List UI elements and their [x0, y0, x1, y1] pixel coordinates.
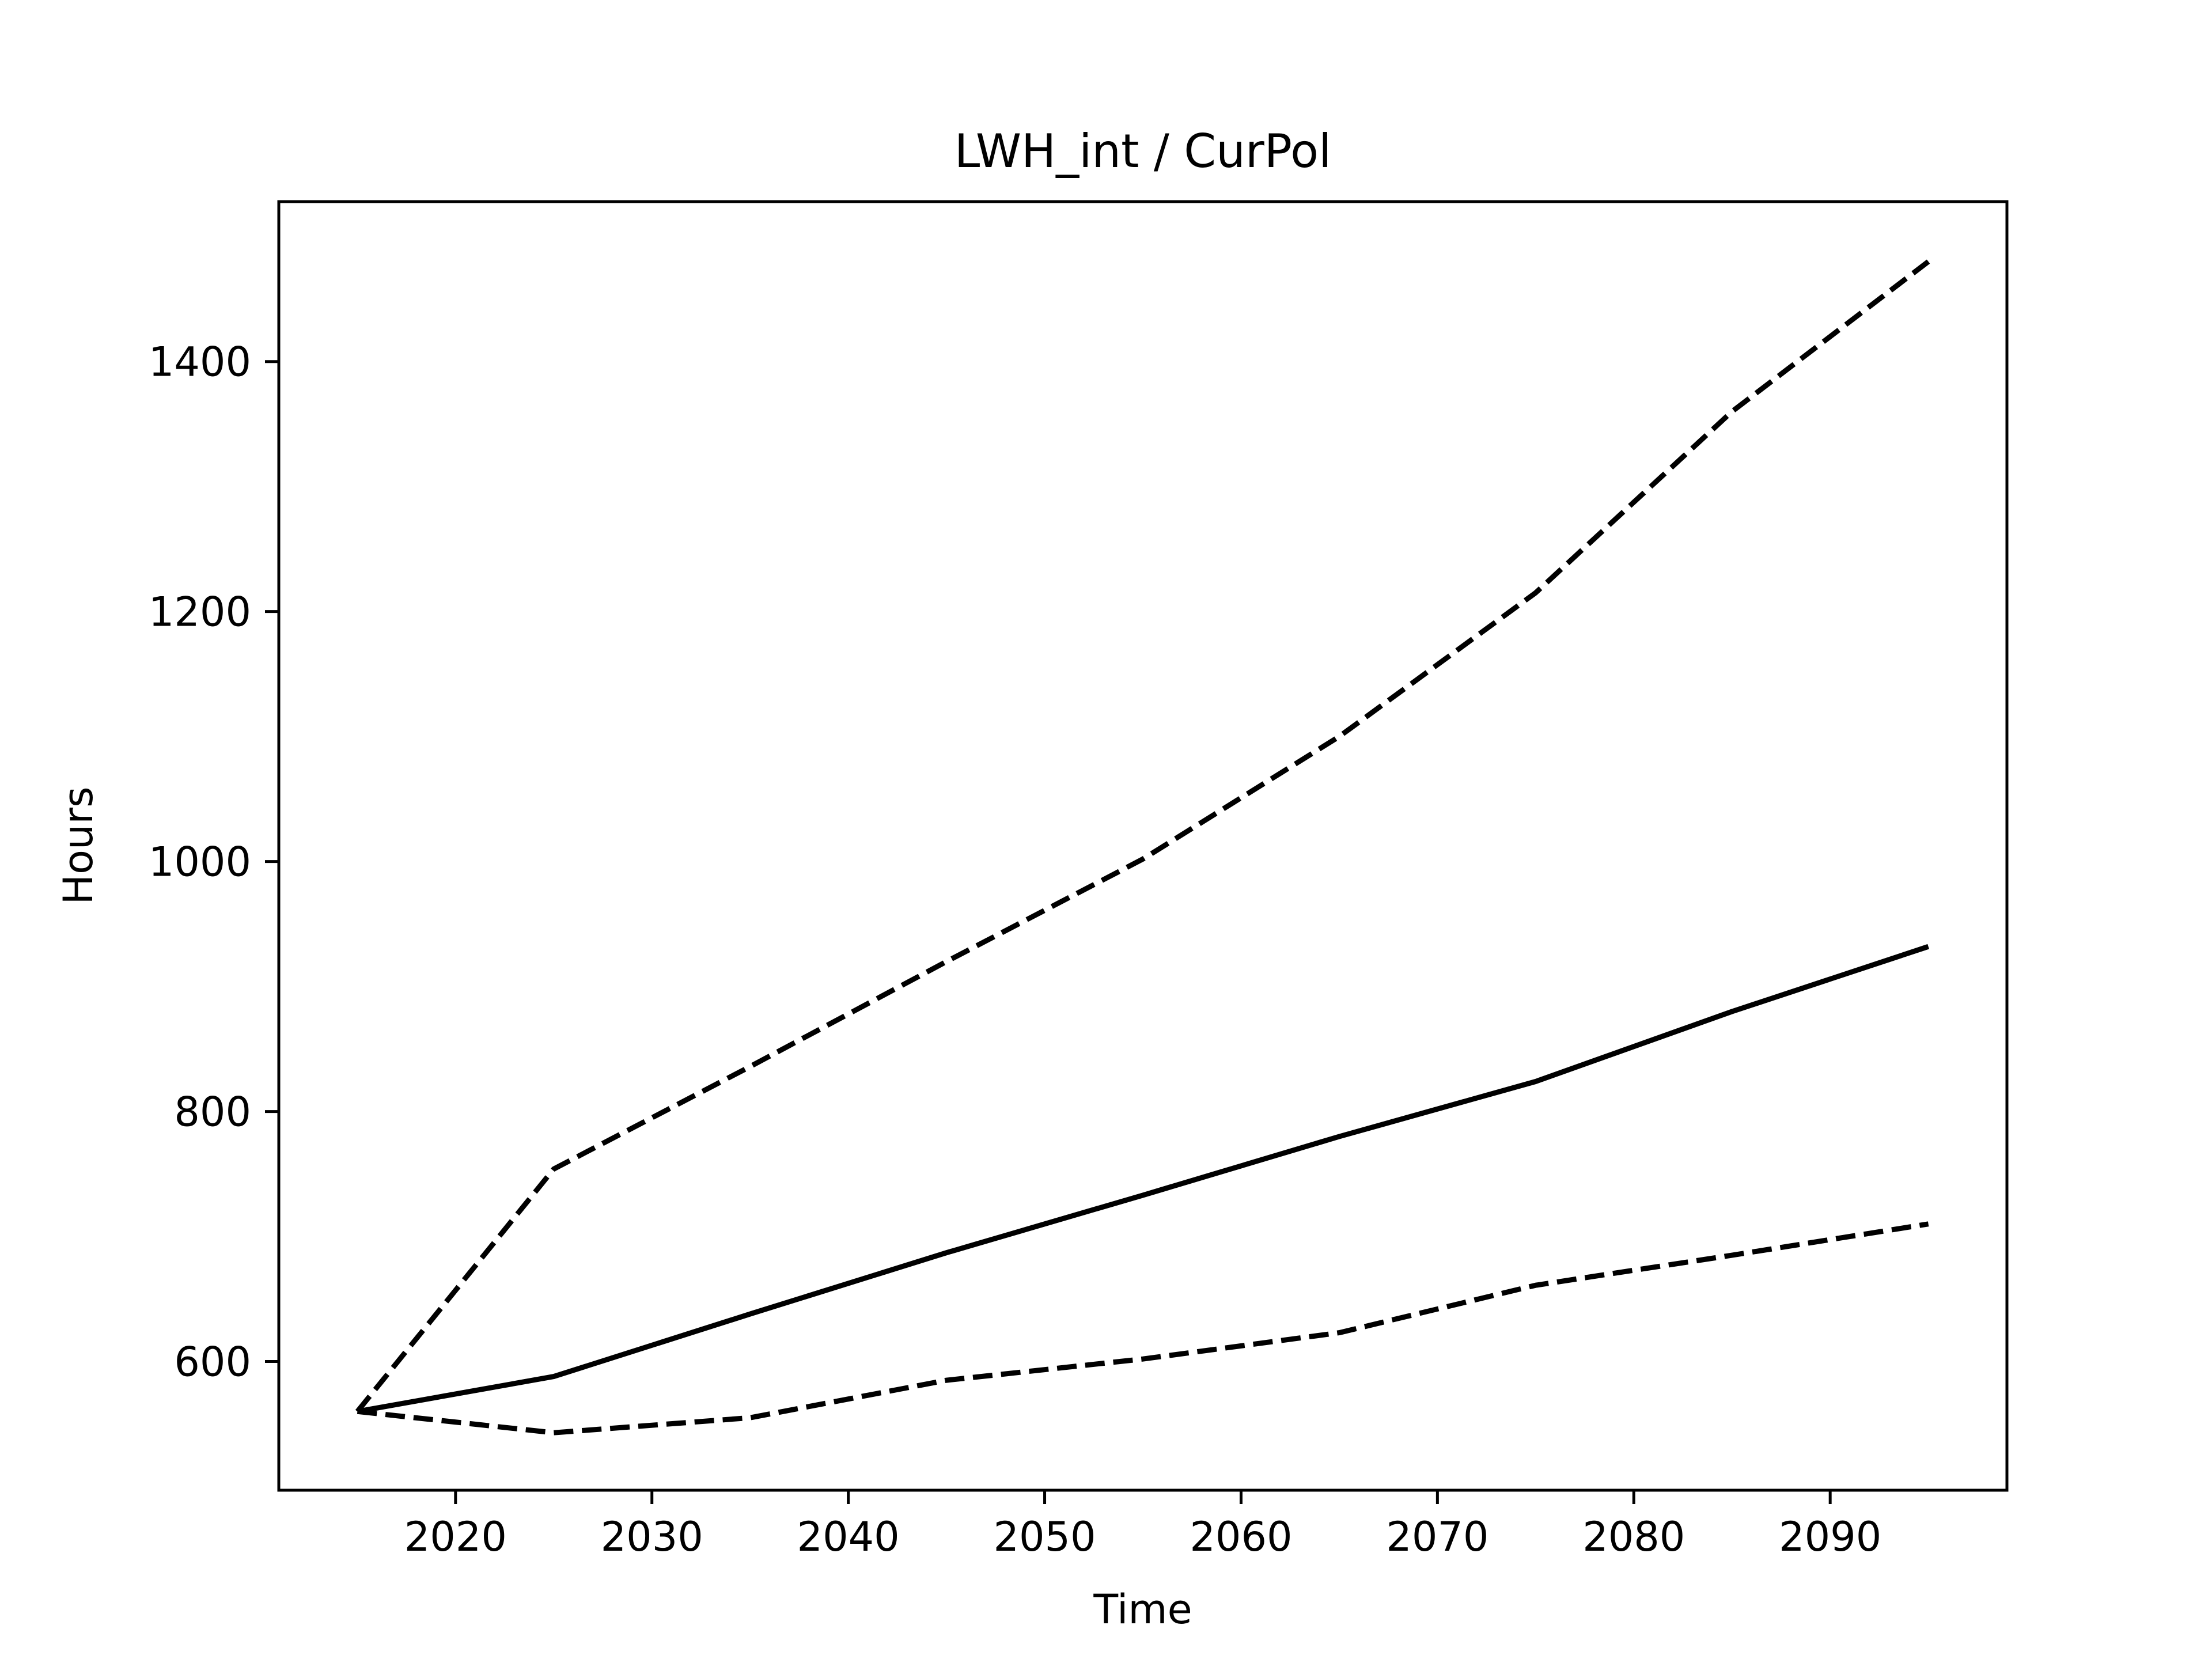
plot-frame: [277, 200, 2009, 1492]
x-axis-label: Time: [1093, 1586, 1192, 1633]
y-tick-label: 1000: [149, 839, 251, 886]
series-group: [355, 259, 1930, 1435]
y-tick-label: 600: [174, 1339, 251, 1386]
y-tick-label: 800: [174, 1089, 251, 1136]
x-tick-label: 2040: [797, 1513, 900, 1560]
x-tick-label: 2030: [601, 1513, 703, 1560]
axis-ticks: 2020 2030 2040 2050 2060 2070 2080 2090 600 800 10…: [149, 339, 1881, 1560]
y-axis-label: Hours: [55, 786, 102, 904]
y-tick-label: 1200: [149, 589, 251, 636]
x-tick-label: 2090: [1779, 1513, 1881, 1560]
x-tick-label: 2050: [993, 1513, 1096, 1560]
y-tick-label: 1400: [149, 339, 251, 386]
series-line-2-solid: [357, 944, 1930, 1414]
series-line-1-dashed: [355, 259, 1930, 1414]
chart-title: LWH_int / CurPol: [955, 124, 1332, 178]
series-line-3-dashed: [357, 1221, 1929, 1435]
x-tick-label: 2080: [1582, 1513, 1685, 1560]
x-tick-label: 2020: [404, 1513, 507, 1560]
x-tick-label: 2060: [1190, 1513, 1292, 1560]
x-tick-label: 2070: [1386, 1513, 1488, 1560]
